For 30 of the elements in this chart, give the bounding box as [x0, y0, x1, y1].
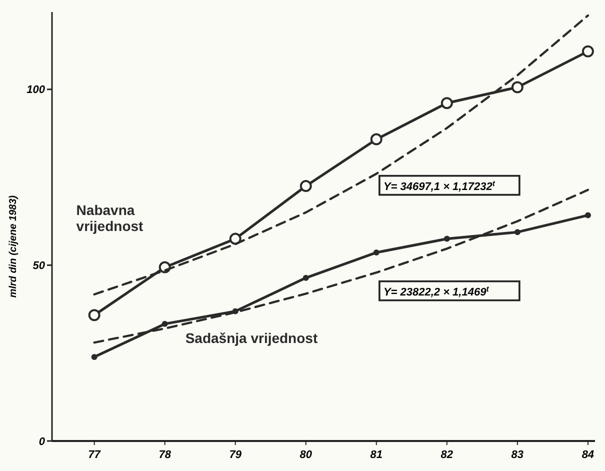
x-tick-label: 83 [511, 449, 524, 461]
point [229, 232, 242, 245]
point [162, 320, 168, 327]
point [373, 250, 380, 256]
point [514, 229, 520, 236]
point [511, 81, 524, 94]
x-tick-label: 84 [582, 449, 594, 461]
x-tick-label: 78 [158, 449, 172, 461]
point [302, 274, 309, 281]
point [370, 133, 382, 146]
point [91, 354, 98, 360]
y-axis-title: mlrd din (cijene 1983) [8, 194, 19, 298]
point [440, 97, 453, 110]
y-tick-label: 100 [26, 84, 46, 96]
point [582, 45, 594, 58]
x-tick-label: 82 [440, 449, 454, 461]
y-tick-label: 0 [38, 436, 46, 448]
point [88, 309, 100, 322]
point [444, 236, 450, 242]
x-tick-label: 79 [229, 449, 242, 461]
x-tick-label: 80 [300, 449, 313, 461]
point [584, 212, 591, 218]
y-tick-label: 50 [32, 260, 46, 272]
point [300, 180, 312, 192]
x-tick-label: 77 [88, 449, 102, 461]
x-tick-label: 81 [370, 449, 383, 461]
annotation: Y= 23822,2 × 1,1469$^{t}$ [383, 284, 490, 298]
series-label: Sadašnja vrijednost [185, 330, 318, 346]
text: Nabavna vrijednost [76, 202, 144, 234]
annotation: Y= 34697,1 × 1,17232$^{t}$ [383, 178, 496, 193]
